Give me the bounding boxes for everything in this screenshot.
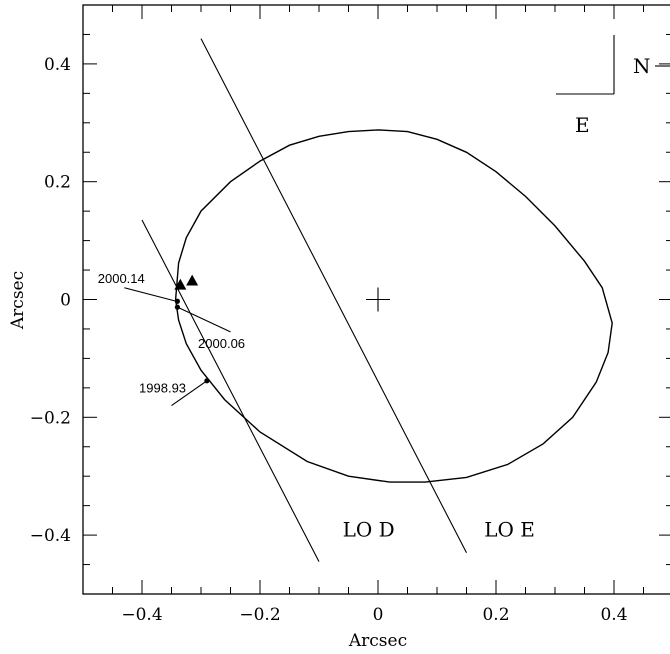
line-lo-d (141, 219, 320, 562)
plot-frame (82, 4, 670, 595)
x-axis-label: Arcsec (348, 631, 407, 651)
observed-point (174, 298, 180, 304)
x-tick-label: 0.2 (482, 605, 509, 625)
compass: N E (556, 35, 670, 137)
date-label: 2000.06 (198, 336, 245, 351)
plot-labels: −0.4 −0.2 0 0.2 0.4 0.4 0.2 0 −0.2 −0.4 LO D LO E 20… (30, 55, 628, 625)
label-lo-e: LO E (484, 517, 535, 541)
date-label: 2000.14 (98, 271, 145, 286)
date-label: 1998.93 (139, 381, 186, 396)
y-tick-label: 0.4 (44, 55, 71, 75)
y-tick-label: −0.2 (30, 408, 71, 428)
x-tick-label: −0.2 (239, 605, 280, 625)
observed-point (204, 378, 210, 384)
x-tick-label: 0 (373, 605, 384, 625)
line-lo-e (200, 38, 467, 554)
plot-marks (174, 274, 210, 384)
plot-curves (124, 38, 613, 562)
x-tick-label: −0.4 (121, 605, 162, 625)
x-tick-label: 0.4 (600, 605, 627, 625)
orbit-ellipse (174, 129, 613, 483)
triangle-marker (174, 278, 187, 290)
y-axis-label: Arcsec (8, 271, 28, 330)
date-leader-line (124, 287, 177, 302)
triangle-marker (186, 274, 199, 286)
date-leader-line (171, 380, 208, 406)
y-tick-label: 0.2 (44, 173, 71, 193)
compass-north-label: N (633, 54, 651, 78)
label-lo-d: LO D (343, 517, 395, 541)
y-tick-label: −0.4 (30, 526, 71, 546)
date-leader-line (177, 306, 231, 333)
observed-point (174, 304, 180, 310)
y-tick-label: 0 (60, 291, 71, 311)
compass-east-label: E (575, 113, 590, 137)
